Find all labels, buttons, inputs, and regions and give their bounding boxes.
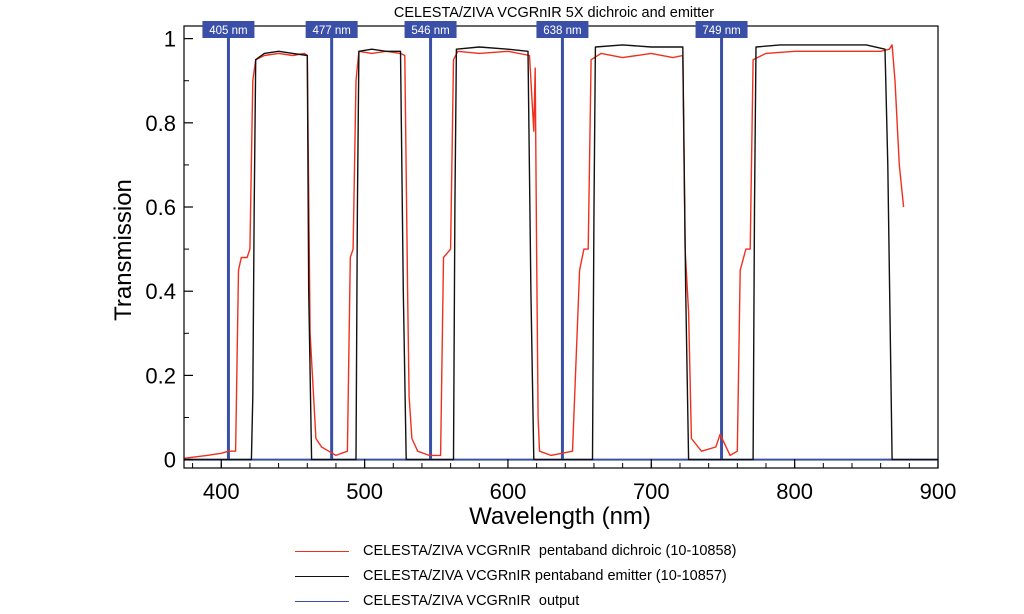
y-tick-label: 0.8 xyxy=(145,111,176,136)
legend-item-dichroic: CELESTA/ZIVA VCGRnIR pentaband dichroic … xyxy=(295,543,736,559)
x-axis-label: Wavelength (nm) xyxy=(469,503,651,530)
y-tick-label: 0.2 xyxy=(145,363,176,388)
y-tick-label: 0.4 xyxy=(145,279,176,304)
chart-title: CELESTA/ZIVA VCGRnIR 5X dichroic and emi… xyxy=(394,5,714,21)
x-tick-label: 500 xyxy=(346,479,383,504)
legend-label: CELESTA/ZIVA VCGRnIR pentaband emitter (… xyxy=(363,568,727,584)
wavelength-badge-label: 638 nm xyxy=(543,25,581,37)
legend-item-output: CELESTA/ZIVA VCGRnIR output xyxy=(295,593,579,609)
dichroic-curve xyxy=(183,44,905,459)
y-tick-label: 1 xyxy=(164,27,176,52)
y-tick-label: 0.6 xyxy=(145,195,176,220)
x-tick-label: 800 xyxy=(776,479,813,504)
x-tick-label: 900 xyxy=(920,479,957,504)
legend-swatch-black xyxy=(295,575,349,577)
wavelength-badge xyxy=(404,21,457,38)
wavelength-badge-label: 405 nm xyxy=(209,25,247,37)
wavelength-badge xyxy=(305,21,358,38)
wavelength-badge xyxy=(202,21,255,38)
legend-label: CELESTA/ZIVA VCGRnIR pentaband dichroic … xyxy=(363,543,737,559)
emitter-curve xyxy=(184,44,938,461)
wavelength-badge-label: 749 nm xyxy=(702,25,740,37)
legend-swatch-blue xyxy=(295,600,349,602)
x-tick-label: 700 xyxy=(633,479,670,504)
legend-item-emitter: CELESTA/ZIVA VCGRnIR pentaband emitter (… xyxy=(295,568,727,584)
x-tick-label: 600 xyxy=(490,479,527,504)
wavelength-badge xyxy=(695,21,748,38)
wavelength-badge-label: 477 nm xyxy=(312,25,350,37)
wavelength-badge xyxy=(536,21,589,38)
x-tick-label: 400 xyxy=(203,479,240,504)
legend-label: CELESTA/ZIVA VCGRnIR output xyxy=(363,593,580,609)
y-axis-label: Transmission xyxy=(110,179,137,321)
wavelength-badge-label: 546 nm xyxy=(411,25,449,37)
legend-swatch-red xyxy=(295,550,349,552)
y-tick-label: 0 xyxy=(164,448,176,473)
